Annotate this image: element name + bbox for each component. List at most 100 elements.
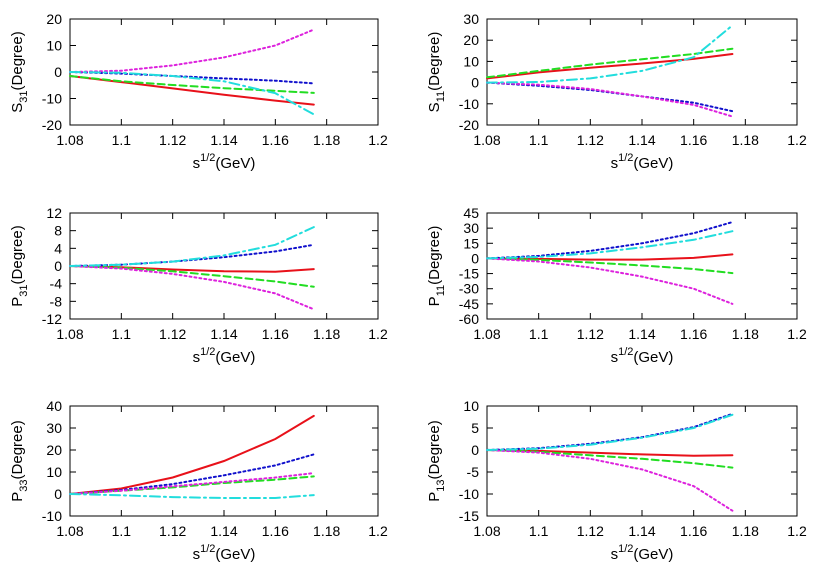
y-tick-label: 0 bbox=[54, 486, 62, 502]
x-axis-label: s1/2(GeV) bbox=[193, 152, 256, 172]
y-tick-label: -4 bbox=[50, 276, 63, 292]
series-line-1 bbox=[69, 75, 315, 106]
panel-5: 1.08 1.1 1.12 1.14 1.16 1.18 1.2 -10 0 10 20 30 40 s1… bbox=[9, 398, 388, 563]
y-tick-label: 10 bbox=[463, 398, 479, 414]
series-line-1 bbox=[486, 53, 734, 80]
x-tick-label: 1.2 bbox=[787, 132, 807, 148]
y-tick-label: -20 bbox=[459, 117, 479, 133]
x-tick-label: 1.2 bbox=[787, 326, 807, 342]
x-tick-label: 1.12 bbox=[577, 132, 604, 148]
x-axis-label: s1/2(GeV) bbox=[611, 152, 674, 172]
x-tick-label: 1.1 bbox=[112, 326, 132, 342]
y-tick-label: 30 bbox=[463, 220, 479, 236]
x-tick-label: 1.12 bbox=[159, 523, 186, 539]
series-line-4 bbox=[486, 257, 734, 305]
x-tick-label: 1.14 bbox=[210, 132, 237, 148]
series-line-4 bbox=[69, 472, 315, 495]
x-tick-label: 1.12 bbox=[577, 326, 604, 342]
y-tick-label: 20 bbox=[463, 32, 479, 48]
x-tick-label: 1.12 bbox=[159, 326, 186, 342]
x-tick-label: 1.2 bbox=[787, 523, 807, 539]
series-line-4 bbox=[69, 28, 315, 73]
y-tick-label: -20 bbox=[42, 117, 62, 133]
x-tick-label: 1.08 bbox=[473, 523, 500, 539]
y-tick-label: -8 bbox=[50, 293, 63, 309]
y-tick-label: 15 bbox=[463, 235, 479, 251]
x-tick-label: 1.08 bbox=[473, 326, 500, 342]
y-tick-label: 30 bbox=[46, 420, 62, 436]
y-tick-label: -10 bbox=[42, 91, 62, 107]
series-line-2 bbox=[486, 47, 734, 79]
y-tick-label: 10 bbox=[46, 38, 62, 54]
x-tick-label: 1.2 bbox=[368, 326, 388, 342]
series-line-2 bbox=[486, 449, 734, 469]
y-tick-label: -15 bbox=[459, 508, 479, 524]
x-tick-label: 1.12 bbox=[577, 523, 604, 539]
x-tick-label: 1.14 bbox=[628, 523, 655, 539]
y-tick-label: 0 bbox=[471, 442, 479, 458]
y-tick-label: 8 bbox=[54, 223, 62, 239]
x-axis-label: s1/2(GeV) bbox=[611, 543, 674, 563]
x-tick-label: 1.18 bbox=[313, 523, 340, 539]
y-tick-label: -12 bbox=[42, 311, 62, 327]
y-axis-label: P13(Degree) bbox=[426, 420, 447, 501]
y-tick-label: 12 bbox=[46, 205, 62, 221]
x-tick-label: 1.18 bbox=[732, 523, 759, 539]
x-tick-label: 1.16 bbox=[680, 523, 707, 539]
y-tick-label: 0 bbox=[471, 75, 479, 91]
x-tick-label: 1.1 bbox=[529, 523, 549, 539]
series-line-2 bbox=[486, 257, 734, 275]
y-tick-label: 20 bbox=[46, 11, 62, 27]
series-line-4 bbox=[69, 265, 315, 311]
series-line-2 bbox=[69, 475, 315, 495]
x-tick-label: 1.14 bbox=[210, 326, 237, 342]
plot-frame bbox=[69, 212, 379, 320]
x-tick-label: 1.08 bbox=[473, 132, 500, 148]
x-tick-label: 1.16 bbox=[680, 326, 707, 342]
y-tick-label: 5 bbox=[471, 420, 479, 436]
panel-6: 1.08 1.1 1.12 1.14 1.16 1.18 1.2 -15 -10 -5 0 5 10 s1… bbox=[426, 398, 807, 563]
y-tick-label: -10 bbox=[459, 486, 479, 502]
panel-4: 1.08 1.1 1.12 1.14 1.16 1.18 1.2 -60-45-30-1501… bbox=[426, 205, 807, 366]
x-tick-label: 1.18 bbox=[732, 326, 759, 342]
x-axis-label: s1/2(GeV) bbox=[611, 346, 674, 366]
series-line-5 bbox=[486, 24, 734, 84]
y-tick-label: 10 bbox=[46, 464, 62, 480]
series-line-3 bbox=[69, 453, 315, 495]
series-line-1 bbox=[486, 449, 734, 457]
series-line-3 bbox=[486, 81, 734, 113]
plot-frame bbox=[486, 405, 798, 517]
y-tick-label: -10 bbox=[42, 508, 62, 524]
series-line-2 bbox=[69, 265, 315, 288]
x-tick-label: 1.2 bbox=[368, 132, 388, 148]
y-tick-label: -30 bbox=[459, 281, 479, 297]
y-axis-label: P11(Degree) bbox=[426, 226, 447, 307]
series-line-2 bbox=[69, 75, 315, 94]
x-tick-label: 1.1 bbox=[112, 523, 132, 539]
y-tick-label: 0 bbox=[54, 64, 62, 80]
y-tick-label: 45 bbox=[463, 205, 479, 221]
series-line-5 bbox=[486, 413, 734, 451]
series-line-1 bbox=[69, 414, 315, 495]
series-line-5 bbox=[486, 230, 734, 260]
y-tick-label: 4 bbox=[54, 240, 62, 256]
y-tick-label: 0 bbox=[54, 258, 62, 274]
series-line-4 bbox=[486, 449, 734, 512]
x-tick-label: 1.2 bbox=[368, 523, 388, 539]
y-tick-label: -15 bbox=[459, 266, 479, 282]
x-tick-label: 1.1 bbox=[112, 132, 132, 148]
y-tick-label: 10 bbox=[463, 53, 479, 69]
series-line-1 bbox=[486, 253, 734, 261]
y-axis-label: P31(Degree) bbox=[9, 225, 30, 306]
series-line-5 bbox=[69, 71, 315, 116]
y-axis-label: S11(Degree) bbox=[426, 32, 447, 113]
x-tick-label: 1.08 bbox=[56, 326, 83, 342]
x-tick-label: 1.1 bbox=[529, 132, 549, 148]
series-line-3 bbox=[486, 412, 734, 451]
y-tick-label: 20 bbox=[46, 442, 62, 458]
series-line-5 bbox=[69, 493, 315, 499]
series-line-1 bbox=[69, 265, 315, 273]
panel-3: 1.08 1.1 1.12 1.14 1.16 1.18 1.2 -12 -8-4 0 48 12 s1… bbox=[9, 205, 388, 366]
series-line-3 bbox=[69, 243, 315, 267]
y-tick-label: -5 bbox=[467, 464, 480, 480]
